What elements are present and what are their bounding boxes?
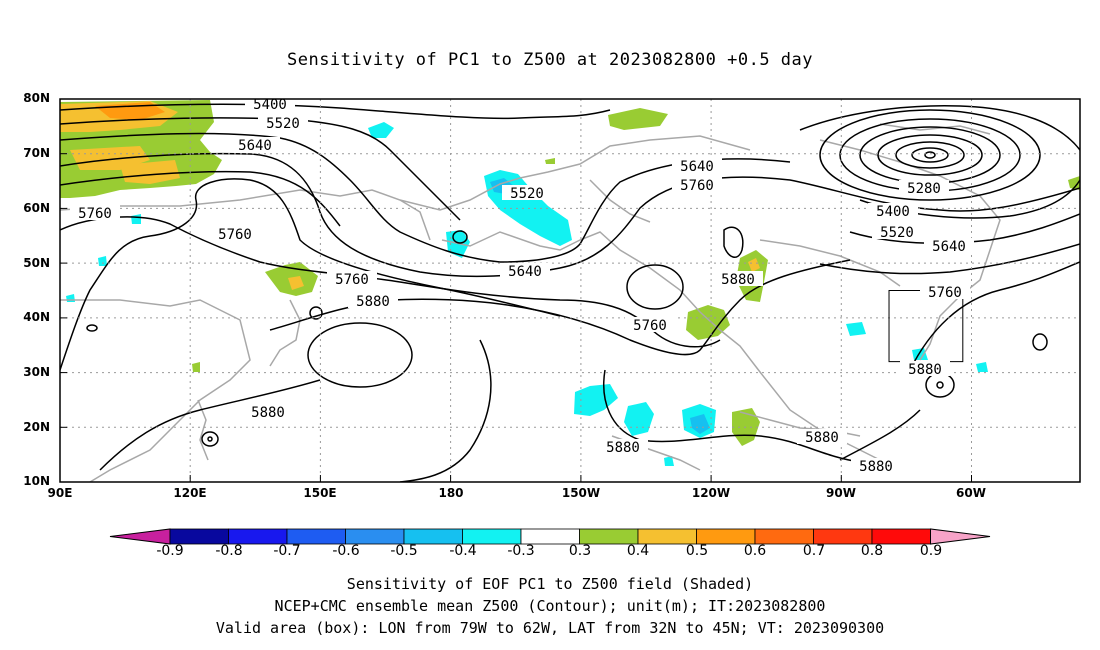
contour-label: 5760 — [335, 272, 369, 288]
contour-label: 5760 — [218, 227, 252, 243]
colorbar-label: 0.8 — [860, 543, 884, 559]
lon-label: 150E — [303, 486, 337, 500]
lon-label: 120W — [691, 486, 731, 500]
contour-label: 5760 — [78, 206, 112, 222]
figure-title: Sensitivity of PC1 to Z500 at 2023082800… — [286, 50, 813, 70]
colorbar-swatch — [520, 528, 580, 545]
colorbar-swatch — [286, 528, 346, 545]
contour-label: 5640 — [238, 138, 272, 154]
contour-label: 5640 — [680, 159, 714, 175]
lat-label: 20N — [23, 420, 50, 434]
colorbar-swatch — [228, 528, 288, 545]
lat-label: 50N — [23, 256, 50, 270]
contour-label: 5880 — [859, 459, 893, 475]
colorbar-label: -0.9 — [156, 543, 184, 559]
contour-label: 5880 — [908, 362, 942, 378]
contour-label: 5760 — [633, 318, 667, 334]
contour-label: 5400 — [253, 97, 287, 113]
contour-label: 5520 — [510, 186, 544, 202]
colorbar-label: 0.3 — [568, 543, 592, 559]
colorbar-label: 0.4 — [626, 543, 650, 559]
contour-label: 5520 — [266, 116, 300, 132]
caption-line-valid-area: Valid area (box): LON from 79W to 62W, L… — [215, 619, 885, 637]
colorbar-swatch — [813, 528, 873, 545]
colorbar-swatch — [871, 528, 931, 545]
lon-label: 180 — [438, 486, 464, 500]
colorbar-label: -0.6 — [332, 543, 360, 559]
coastlines — [60, 123, 1001, 482]
colorbar — [109, 528, 991, 545]
contour-label: 5880 — [251, 405, 285, 421]
contour-label: 5640 — [508, 264, 542, 280]
contour-label: 5280 — [907, 181, 941, 197]
colorbar-label: -0.3 — [507, 543, 535, 559]
axis-ticks — [60, 153, 972, 482]
colorbar-swatch — [169, 528, 229, 545]
contour-label: 5880 — [721, 272, 755, 288]
colorbar-swatch — [403, 528, 463, 545]
lat-label: 30N — [23, 365, 50, 379]
colorbar-swatch — [345, 528, 405, 545]
colorbar-label: 0.7 — [802, 543, 826, 559]
colorbar-label: -0.4 — [449, 543, 477, 559]
z500-contours — [60, 103, 1080, 482]
colorbar-label: -0.7 — [273, 543, 301, 559]
colorbar-swatch — [637, 528, 697, 545]
contour-labels: 5400 5520 5640 5760 5760 5760 5880 5880 … — [70, 97, 974, 475]
lon-label: 90W — [826, 486, 856, 500]
caption-line-contour: NCEP+CMC ensemble mean Z500 (Contour); u… — [274, 597, 826, 615]
colorbar-label: 0.9 — [919, 543, 943, 559]
lon-label: 150W — [561, 486, 601, 500]
lat-label: 10N — [23, 474, 50, 488]
colorbar-swatch — [754, 528, 814, 545]
lat-label: 40N — [23, 310, 50, 324]
contour-label: 5520 — [880, 225, 914, 241]
lat-label: 80N — [23, 91, 50, 105]
caption-line-shading: Sensitivity of EOF PC1 to Z500 field (Sh… — [346, 575, 754, 593]
lat-label: 60N — [23, 201, 50, 215]
colorbar-low-end — [109, 528, 171, 545]
colorbar-label: 0.5 — [685, 543, 709, 559]
contour-label: 5400 — [876, 204, 910, 220]
colorbar-swatch — [462, 528, 522, 545]
colorbar-label: 0.6 — [743, 543, 767, 559]
colorbar-high-end — [930, 528, 991, 545]
contour-label: 5760 — [928, 285, 962, 301]
figure-caption: Sensitivity of EOF PC1 to Z500 field (Sh… — [0, 573, 1100, 639]
colorbar-label: -0.8 — [215, 543, 243, 559]
lat-label: 70N — [23, 146, 50, 160]
contour-label: 5640 — [932, 239, 966, 255]
colorbar-label: -0.5 — [390, 543, 418, 559]
contour-label: 5880 — [606, 440, 640, 456]
contour-label: 5880 — [805, 430, 839, 446]
colorbar-swatch — [696, 528, 756, 545]
map-frame — [59, 98, 1081, 483]
lon-label: 90E — [47, 486, 73, 500]
colorbar-swatch — [579, 528, 639, 545]
contour-label: 5760 — [680, 178, 714, 194]
lon-label: 120E — [173, 486, 207, 500]
contour-label: 5880 — [356, 294, 390, 310]
gridlines — [60, 99, 1080, 482]
lon-label: 60W — [956, 486, 986, 500]
